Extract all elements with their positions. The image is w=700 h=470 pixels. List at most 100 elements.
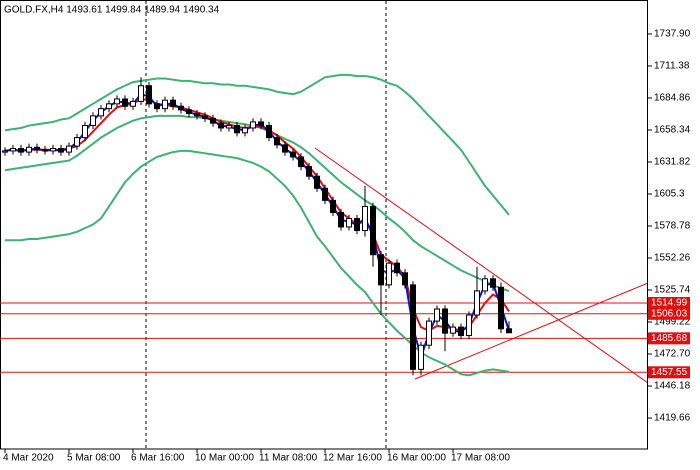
candle-body (10, 147, 16, 152)
candle-body (210, 117, 216, 124)
y-tick-label: 1472.70 (654, 349, 691, 360)
candle-body (370, 205, 376, 256)
x-tick-label: 4 Mar 2020 (3, 453, 54, 464)
trend-line (314, 147, 649, 384)
x-tick-label: 16 Mar 00:00 (387, 453, 446, 464)
candle-body (186, 109, 192, 114)
y-tick-label: 1419.66 (654, 413, 691, 424)
candle-body (82, 125, 88, 139)
candle-body (354, 217, 360, 232)
candle-body (506, 328, 512, 334)
indicator-line (4, 73, 510, 216)
candle-body (202, 115, 208, 119)
y-tick-label: 1684.86 (654, 93, 691, 104)
level-label: 1514.99 (651, 298, 688, 309)
candle-body (154, 103, 160, 110)
candle-body (242, 127, 248, 134)
candle-body (434, 308, 440, 322)
chart-title: GOLD.FX,H4 1493.61 1499.84 1489.94 1490.… (4, 5, 220, 16)
x-tick-label: 12 Mar 16:00 (323, 453, 382, 464)
indicator-line (5, 149, 510, 377)
candle-body (466, 314, 472, 337)
candle-body (146, 85, 152, 105)
candle-body (490, 278, 496, 288)
candle-body (442, 308, 448, 334)
candle-body (130, 100, 136, 107)
level-label: 1506.03 (651, 308, 688, 319)
candle-body (26, 146, 32, 153)
candle-body (410, 284, 416, 370)
x-tick-label: 10 Mar 00:00 (195, 453, 254, 464)
y-tick-label: 1578.78 (654, 221, 691, 232)
candle-body (282, 144, 288, 153)
level-label-box (648, 296, 690, 309)
candle-body (458, 326, 464, 337)
candle-body (450, 326, 456, 334)
candle-body (2, 150, 8, 153)
y-tick-label: 1658.34 (654, 125, 691, 136)
candle-body (74, 137, 80, 147)
candle-body (338, 211, 344, 228)
candle-body (90, 115, 96, 127)
candle-body (426, 320, 432, 346)
candle-body (418, 344, 424, 370)
indicator-line (4, 93, 510, 361)
candle-body (266, 125, 272, 139)
candle-body (330, 199, 336, 213)
level-label-box (648, 366, 690, 379)
candle-body (402, 272, 408, 286)
candle-body (106, 103, 112, 110)
level-label-box (648, 332, 690, 345)
y-tick-label: 1737.90 (654, 29, 691, 40)
candle-body (298, 156, 304, 168)
candle-body (226, 125, 232, 129)
candle-body (394, 262, 400, 274)
candle-body (194, 112, 200, 117)
x-tick-label: 6 Mar 16:00 (131, 453, 185, 464)
x-tick-label: 17 Mar 08:00 (451, 453, 510, 464)
candle-body (34, 146, 40, 151)
candle-body (18, 147, 24, 153)
candle-body (250, 121, 256, 129)
candle-body (274, 137, 280, 146)
candle-body (122, 98, 128, 107)
candle-body (66, 145, 72, 153)
x-tick-label: 5 Mar 08:00 (67, 453, 121, 464)
candle-body (498, 286, 504, 330)
candle-body (98, 108, 104, 117)
candle-body (482, 278, 488, 292)
level-label: 1485.68 (651, 333, 688, 344)
candle-body (50, 147, 56, 152)
indicator-line (4, 97, 510, 332)
candle-body (170, 99, 176, 107)
candle-body (114, 98, 120, 105)
candle-body (346, 217, 352, 228)
level-label-box (648, 307, 690, 320)
candle-body (42, 149, 48, 152)
candle-body (218, 122, 224, 129)
candle-body (362, 205, 368, 232)
candle-body (162, 99, 168, 110)
candle-body (386, 262, 392, 286)
y-tick-label: 1525.74 (654, 285, 691, 296)
candle-body (234, 125, 240, 134)
y-tick-label: 1552.26 (654, 253, 691, 264)
level-label: 1457.55 (651, 367, 688, 378)
plot-border (0, 0, 648, 450)
candle-body (314, 175, 320, 189)
candle-body (474, 290, 480, 316)
candle-body (258, 121, 264, 127)
candle-body (58, 147, 64, 153)
candle-body (378, 254, 384, 286)
candle-body (178, 105, 184, 111)
y-tick-label: 1631.82 (654, 157, 691, 168)
y-tick-label: 1711.38 (654, 61, 690, 72)
candle-body (322, 187, 328, 201)
candle-body (138, 85, 144, 102)
candle-body (290, 151, 296, 158)
y-tick-label: 1605.3 (654, 189, 685, 200)
x-tick-label: 11 Mar 08:00 (259, 453, 318, 464)
y-tick-label: 1499.22 (654, 317, 691, 328)
